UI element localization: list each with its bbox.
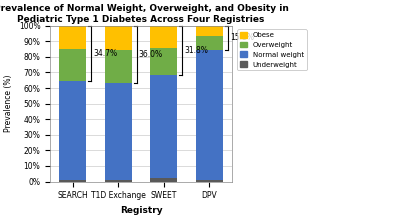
Y-axis label: Prevalence (%): Prevalence (%) bbox=[4, 75, 13, 132]
Text: 34.7%: 34.7% bbox=[93, 49, 118, 58]
Text: 36.0%: 36.0% bbox=[139, 50, 163, 59]
Bar bbox=[59, 180, 86, 182]
Title: Prevalence of Normal Weight, Overweight, and Obesity in
Pediatric Type 1 Diabete: Prevalence of Normal Weight, Overweight,… bbox=[0, 4, 288, 24]
Bar bbox=[105, 50, 132, 83]
Bar bbox=[196, 180, 223, 182]
Bar bbox=[196, 26, 223, 36]
Bar bbox=[59, 81, 86, 180]
Bar bbox=[59, 49, 86, 81]
Bar bbox=[105, 26, 132, 50]
Bar bbox=[196, 49, 223, 180]
Legend: Obese, Overweight, Normal weight, Underweight: Obese, Overweight, Normal weight, Underw… bbox=[237, 29, 306, 70]
Text: 15.3%: 15.3% bbox=[230, 33, 254, 42]
Bar bbox=[150, 178, 178, 182]
Bar bbox=[150, 26, 178, 48]
Bar bbox=[59, 26, 86, 49]
X-axis label: Registry: Registry bbox=[120, 206, 162, 215]
Text: 31.8%: 31.8% bbox=[184, 46, 208, 55]
Bar bbox=[105, 180, 132, 182]
Bar bbox=[196, 36, 223, 49]
Bar bbox=[105, 83, 132, 180]
Bar bbox=[150, 75, 178, 178]
Bar bbox=[150, 48, 178, 75]
